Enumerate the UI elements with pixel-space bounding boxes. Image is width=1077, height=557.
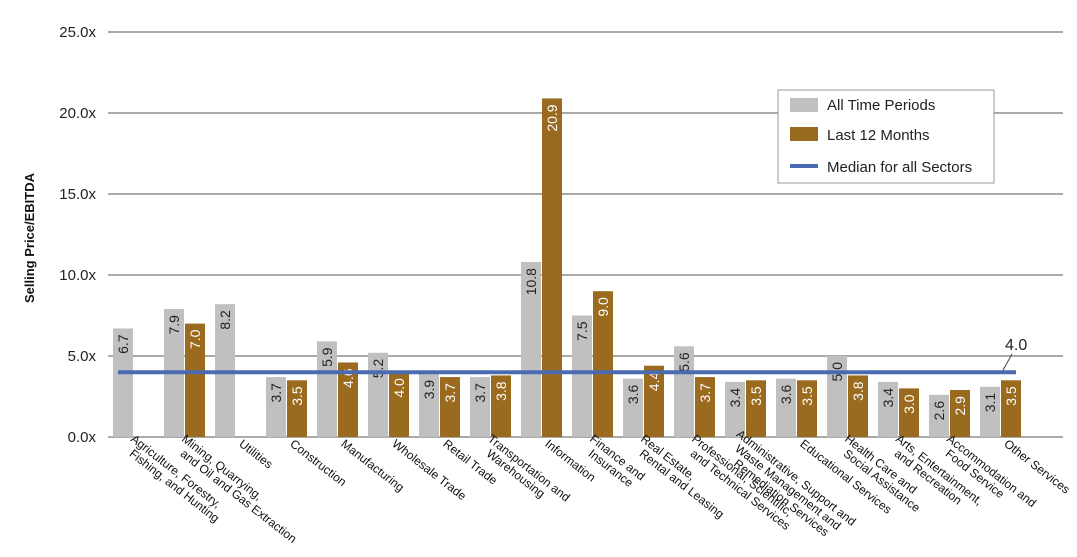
bar-all-time [878, 381, 898, 437]
bar-last-12-months [644, 365, 664, 437]
y-tick-label: 10.0x [59, 267, 96, 284]
bar-value-label-last-12-months: 3.8 [850, 381, 866, 401]
bar-all-time [827, 356, 847, 437]
bars: 6.77.97.08.23.7 3.55.94.6 5.24.0 3.9 3.7 3.7 3… [113, 98, 1021, 438]
bar-value-label-all-time: 3.4 [880, 388, 896, 408]
bar-value-label-all-time: 6.7 [115, 334, 131, 354]
y-axis-title: Selling Price/EBITDA [22, 172, 37, 303]
y-tick-label: 25.0x [59, 24, 96, 41]
bar-value-label-last-12-months: 2.9 [952, 396, 968, 416]
bar-value-label-last-12-months: 3.5 [289, 386, 305, 406]
bar-value-label-last-12-months: 3.7 [442, 383, 458, 403]
y-tick-label: 0.0x [68, 429, 97, 446]
bar-value-label-last-12-months: 3.8 [493, 381, 509, 401]
x-tick-label: Utilities [236, 437, 275, 472]
median-leader-line [1002, 353, 1013, 371]
bar-value-label-all-time: 3.1 [982, 393, 998, 413]
bar-all-time [725, 381, 745, 437]
bar-last-12-months [797, 380, 817, 437]
bar-value-label-last-12-months: 3.5 [1003, 386, 1019, 406]
bar-value-label-all-time: 7.5 [574, 321, 590, 341]
bar-value-label-last-12-months: 4.4 [646, 372, 662, 392]
bar-last-12-months [695, 377, 715, 437]
bar-last-12-months [899, 388, 919, 437]
bar-value-label-all-time: 3.6 [778, 384, 794, 404]
bar-last-12-months [593, 291, 613, 437]
bar-last-12-months [491, 375, 511, 437]
bar-last-12-months [542, 98, 562, 438]
bar-all-time [674, 346, 694, 437]
bar-all-time [470, 377, 490, 437]
bar-value-label-all-time: 5.6 [676, 352, 692, 372]
legend-swatch-last-12 [790, 127, 818, 141]
bar-last-12-months [1001, 380, 1021, 437]
y-tick-label: 5.0x [68, 348, 97, 365]
bar-value-label-last-12-months: 9.0 [595, 297, 611, 317]
bar-value-label-all-time: 3.7 [268, 383, 284, 403]
bar-all-time [521, 262, 541, 437]
bar-all-time [113, 328, 133, 437]
bar-value-label-all-time: 8.2 [217, 310, 233, 330]
bar-value-label-all-time: 10.8 [523, 268, 539, 295]
bar-value-label-all-time: 3.7 [472, 383, 488, 403]
bar-last-12-months [338, 362, 358, 437]
bar-last-12-months [185, 323, 205, 437]
bar-all-time [980, 386, 1000, 437]
bar-value-label-last-12-months: 3.7 [697, 383, 713, 403]
bar-value-label-all-time: 3.9 [421, 380, 437, 400]
bar-value-label-all-time: 5.2 [370, 359, 386, 379]
bar-value-label-last-12-months: 3.0 [901, 394, 917, 414]
bar-value-label-last-12-months: 3.5 [748, 386, 764, 406]
legend-label-last-12: Last 12 Months [827, 127, 930, 144]
x-axis-labels: Agriculture, Forestry,Fishing, and Hunti… [127, 427, 1073, 546]
legend-label-all-time: All Time Periods [827, 97, 935, 114]
bar-last-12-months [389, 372, 409, 437]
bar-value-label-last-12-months: 4.0 [391, 378, 407, 398]
bar-value-label-all-time: 7.9 [166, 315, 182, 335]
bar-all-time [572, 315, 592, 437]
bar-all-time [317, 341, 337, 437]
bar-all-time [623, 378, 643, 437]
y-axis-ticks: 0.0x 5.0x 10.0x 15.0x 20.0x 25.0x [59, 24, 96, 446]
bar-all-time [419, 373, 439, 437]
y-tick-label: 15.0x [59, 186, 96, 203]
bar-value-label-last-12-months: 3.5 [799, 386, 815, 406]
bar-value-label-last-12-months: 20.9 [544, 104, 560, 131]
legend-label-median: Median for all Sectors [827, 159, 972, 176]
bar-value-label-all-time: 3.4 [727, 388, 743, 408]
bar-last-12-months [950, 390, 970, 437]
bar-value-label-all-time: 2.6 [931, 401, 947, 421]
legend: All Time Periods Last 12 Months Median f… [777, 89, 995, 184]
bar-last-12-months [287, 380, 307, 437]
median-line-group: 4.0 [118, 337, 1027, 375]
bar-all-time [266, 377, 286, 437]
x-tick-label-line: Utilities [236, 437, 275, 472]
bar-all-time [929, 394, 949, 437]
bar-value-label-last-12-months: 7.0 [187, 329, 203, 349]
median-value-label: 4.0 [1005, 337, 1027, 354]
bar-last-12-months [746, 380, 766, 437]
bar-value-label-all-time: 3.6 [625, 384, 641, 404]
bar-last-12-months [440, 377, 460, 437]
legend-swatch-all-time [790, 98, 818, 112]
bar-value-label-all-time: 5.9 [319, 347, 335, 367]
bar-all-time [776, 378, 796, 437]
bar-last-12-months [848, 375, 868, 437]
y-tick-label: 20.0x [59, 105, 96, 122]
